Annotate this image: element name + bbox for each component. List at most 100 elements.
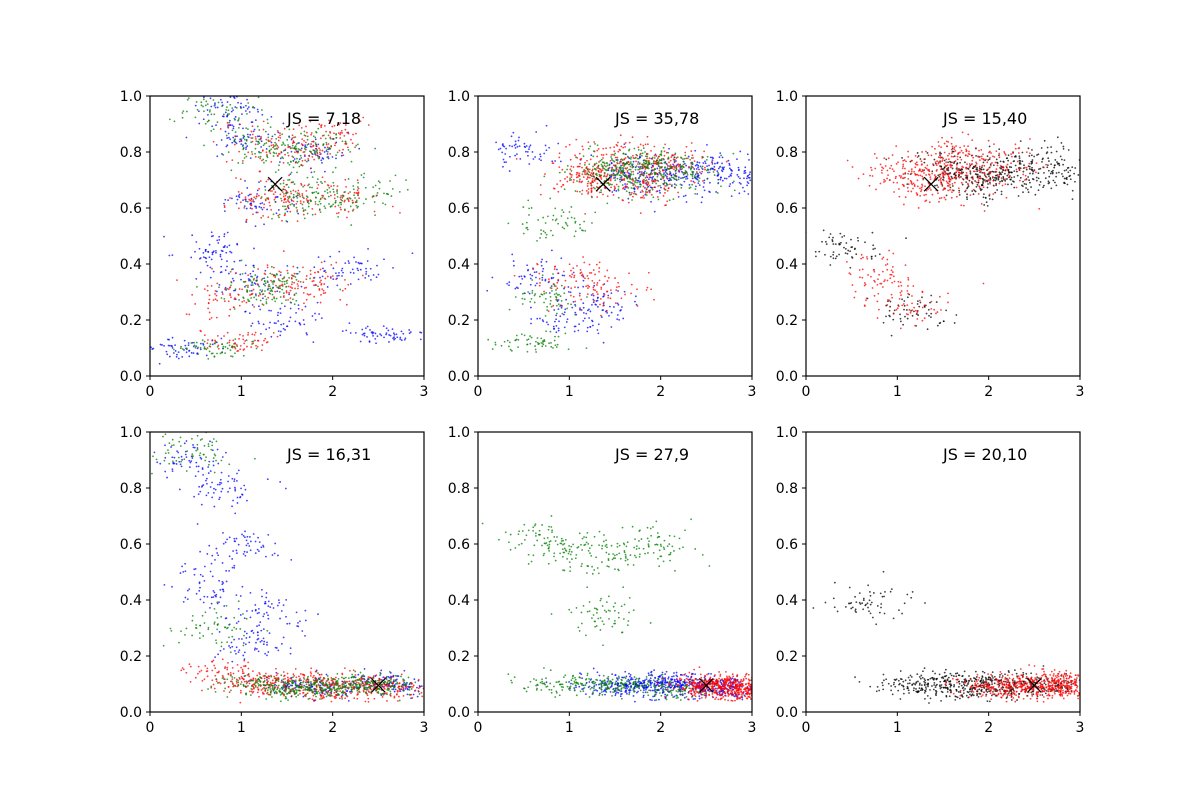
point-0000ff bbox=[539, 153, 541, 156]
point-008000 bbox=[194, 116, 197, 119]
point-008000 bbox=[507, 345, 510, 348]
point-008000 bbox=[274, 274, 277, 277]
point-0000ff bbox=[731, 181, 734, 184]
point-008000 bbox=[508, 341, 511, 344]
point-008000 bbox=[642, 147, 645, 150]
point-000000 bbox=[1013, 186, 1016, 189]
point-008000 bbox=[235, 106, 238, 109]
point-0000ff bbox=[429, 335, 431, 337]
point-0000ff bbox=[397, 675, 400, 677]
point-ff0000 bbox=[613, 150, 616, 153]
point-ff0000 bbox=[873, 279, 876, 282]
point-ff0000 bbox=[636, 187, 639, 190]
point-0000ff bbox=[352, 272, 355, 274]
point-008000 bbox=[270, 148, 273, 151]
point-0000ff bbox=[240, 278, 242, 281]
point-0000ff bbox=[728, 162, 731, 165]
point-ff0000 bbox=[308, 155, 311, 157]
point-ff0000 bbox=[317, 183, 320, 186]
point-ff0000 bbox=[593, 141, 596, 143]
point-008000 bbox=[296, 157, 298, 160]
point-ff0000 bbox=[563, 286, 566, 288]
point-0000ff bbox=[372, 331, 375, 334]
point-008000 bbox=[384, 203, 387, 206]
point-008000 bbox=[266, 197, 268, 200]
point-008000 bbox=[253, 296, 256, 299]
point-ff0000 bbox=[586, 274, 589, 277]
point-008000 bbox=[322, 134, 325, 137]
point-ff0000 bbox=[313, 295, 316, 298]
point-000000 bbox=[1066, 183, 1069, 186]
point-008000 bbox=[293, 303, 296, 306]
point-ff0000 bbox=[883, 178, 885, 181]
point-0000ff bbox=[745, 177, 748, 180]
point-008000 bbox=[531, 292, 534, 294]
point-ff0000 bbox=[942, 179, 945, 182]
point-ff0000 bbox=[864, 283, 867, 286]
point-008000 bbox=[281, 288, 284, 291]
point-0000ff bbox=[697, 164, 700, 167]
point-ff0000 bbox=[335, 278, 338, 281]
point-ff0000 bbox=[263, 339, 265, 342]
point-ff0000 bbox=[942, 169, 945, 172]
point-0000ff bbox=[663, 172, 665, 175]
point-000000 bbox=[1062, 147, 1065, 150]
point-ff0000 bbox=[886, 268, 889, 271]
point-0000ff bbox=[244, 179, 246, 182]
point-000000 bbox=[995, 182, 998, 185]
point-008000 bbox=[275, 297, 278, 300]
point-000000 bbox=[940, 152, 942, 155]
point-ff0000 bbox=[651, 158, 654, 160]
point-008000 bbox=[283, 276, 286, 279]
point-ff0000 bbox=[215, 316, 218, 319]
point-ff0000 bbox=[960, 167, 963, 170]
point-008000 bbox=[274, 141, 277, 144]
point-0000ff bbox=[582, 285, 585, 288]
point-ff0000 bbox=[578, 294, 581, 297]
point-008000 bbox=[542, 216, 545, 219]
point-0000ff bbox=[338, 250, 341, 253]
point-008000 bbox=[600, 191, 602, 194]
point-0000ff bbox=[600, 316, 603, 318]
point-ff0000 bbox=[971, 159, 974, 162]
point-ff0000 bbox=[283, 214, 286, 217]
point-008000 bbox=[269, 287, 272, 290]
point-008000 bbox=[605, 169, 608, 172]
point-0000ff bbox=[753, 177, 755, 179]
point-ff0000 bbox=[954, 176, 957, 179]
point-0000ff bbox=[755, 183, 757, 185]
point-008000 bbox=[574, 230, 577, 233]
point-008000 bbox=[278, 213, 281, 216]
point-008000 bbox=[649, 173, 651, 176]
point-ff0000 bbox=[887, 157, 890, 160]
point-008000 bbox=[251, 343, 254, 345]
point-0000ff bbox=[257, 320, 260, 323]
js-label: JS = 15,40 bbox=[942, 109, 1027, 128]
point-000000 bbox=[900, 320, 902, 323]
point-ff0000 bbox=[950, 136, 953, 139]
point-008000 bbox=[566, 217, 569, 220]
point-ff0000 bbox=[958, 168, 961, 170]
point-0000ff bbox=[747, 182, 750, 185]
point-ff0000 bbox=[953, 148, 956, 151]
point-0000ff bbox=[553, 309, 556, 311]
point-ff0000 bbox=[895, 308, 898, 311]
point-0000ff bbox=[540, 159, 542, 162]
point-008000 bbox=[525, 221, 528, 224]
point-008000 bbox=[560, 300, 563, 302]
point-0000ff bbox=[224, 269, 227, 272]
point-008000 bbox=[252, 278, 255, 281]
point-008000 bbox=[582, 170, 584, 173]
point-ff0000 bbox=[890, 164, 893, 167]
point-0000ff bbox=[754, 153, 756, 155]
point-0000ff bbox=[717, 173, 720, 176]
point-ff0000 bbox=[620, 145, 623, 148]
point-0000ff bbox=[519, 282, 522, 285]
point-ff0000 bbox=[996, 164, 999, 167]
point-0000ff bbox=[295, 312, 297, 314]
point-008000 bbox=[675, 169, 677, 172]
point-000000 bbox=[1069, 178, 1072, 181]
point-008000 bbox=[255, 140, 258, 143]
point-0000ff bbox=[271, 554, 274, 556]
point-008000 bbox=[289, 160, 292, 163]
